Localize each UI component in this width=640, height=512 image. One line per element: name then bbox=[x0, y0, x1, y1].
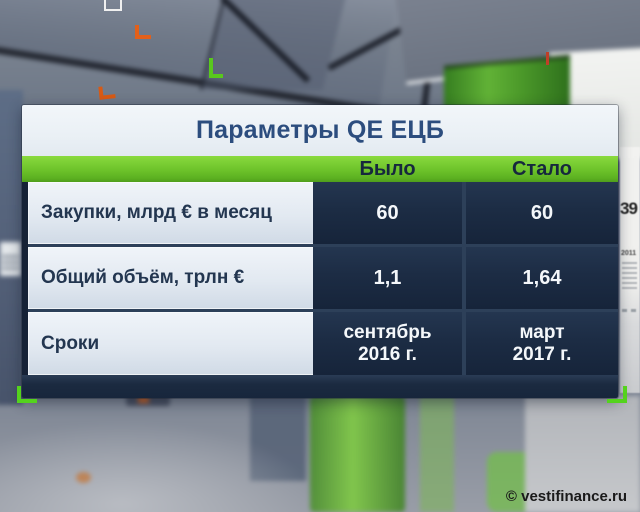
bg-screen-year: 2011 bbox=[621, 250, 637, 257]
white-corner-icon bbox=[104, 0, 122, 11]
bg-screen-dashes bbox=[622, 309, 637, 312]
row-label-purchases: Закупки, млрд € в месяц bbox=[28, 182, 313, 244]
column-header-was: Было bbox=[359, 157, 416, 180]
bg-data-screen: 39 2011 bbox=[620, 147, 640, 393]
bg-green-column bbox=[310, 396, 405, 512]
cell-terms-became: март 2017 г. bbox=[466, 312, 618, 375]
bg-green-column bbox=[420, 396, 454, 512]
cell-total-was: 1,1 bbox=[313, 247, 462, 309]
bg-floor-dot bbox=[76, 472, 91, 483]
bg-screen-number: 39 bbox=[620, 199, 638, 218]
orange-corner-icon bbox=[135, 25, 151, 39]
row-label-total-volume: Общий объём, трлн € bbox=[28, 247, 313, 309]
qe-parameters-panel: Параметры QE ЕЦБ Было Стало Закупки, млр… bbox=[22, 105, 618, 398]
table-body: Закупки, млрд € в месяц 60 60 Общий объё… bbox=[22, 182, 618, 375]
table-header-band: Было Стало bbox=[22, 156, 618, 182]
orange-corner-icon bbox=[98, 85, 116, 100]
bg-mini-screen-lines bbox=[2, 255, 19, 270]
bg-floor-light bbox=[525, 396, 640, 512]
red-tick-icon bbox=[546, 52, 549, 65]
bg-light-wash bbox=[0, 420, 320, 512]
cell-terms-was: сентябрь 2016 г. bbox=[313, 312, 462, 375]
bg-mini-screen bbox=[0, 242, 21, 276]
bg-floor-object bbox=[138, 396, 149, 403]
cell-purchases-became: 60 bbox=[466, 182, 618, 244]
watermark: © vestifinance.ru bbox=[505, 488, 627, 505]
bg-screen-fineprint bbox=[622, 262, 637, 290]
panel-bottom-bar bbox=[22, 375, 618, 398]
green-corner-icon bbox=[209, 58, 223, 78]
corner-bracket-left-icon bbox=[17, 386, 37, 403]
column-header-became: Стало bbox=[511, 157, 573, 180]
cell-purchases-was: 60 bbox=[313, 182, 462, 244]
cell-total-became: 1,64 bbox=[466, 247, 618, 309]
row-label-terms: Сроки bbox=[28, 312, 313, 375]
panel-title: Параметры QE ЕЦБ bbox=[195, 116, 445, 144]
panel-title-bar: Параметры QE ЕЦБ bbox=[22, 105, 618, 156]
corner-bracket-right-icon bbox=[607, 386, 627, 403]
